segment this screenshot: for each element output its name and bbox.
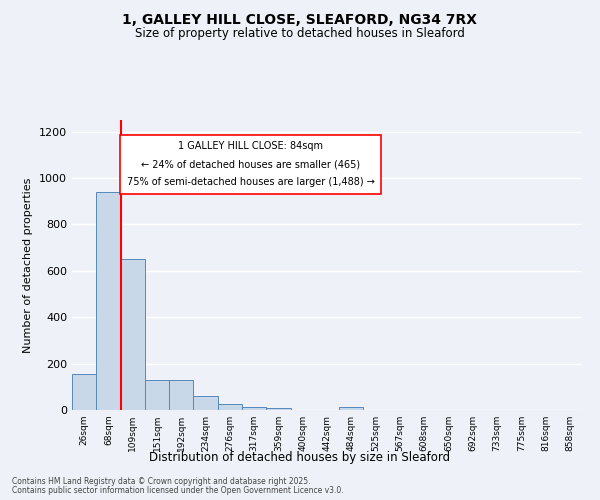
FancyBboxPatch shape bbox=[121, 134, 380, 194]
Bar bbox=[169, 380, 193, 410]
Bar bbox=[96, 192, 121, 410]
Bar bbox=[266, 408, 290, 410]
Bar bbox=[218, 404, 242, 410]
Text: Contains public sector information licensed under the Open Government Licence v3: Contains public sector information licen… bbox=[12, 486, 344, 495]
Bar bbox=[242, 406, 266, 410]
Bar bbox=[193, 396, 218, 410]
Text: Size of property relative to detached houses in Sleaford: Size of property relative to detached ho… bbox=[135, 28, 465, 40]
Bar bbox=[339, 406, 364, 410]
Text: 1, GALLEY HILL CLOSE, SLEAFORD, NG34 7RX: 1, GALLEY HILL CLOSE, SLEAFORD, NG34 7RX bbox=[122, 12, 478, 26]
Text: ← 24% of detached houses are smaller (465): ← 24% of detached houses are smaller (46… bbox=[141, 159, 360, 169]
Text: 1 GALLEY HILL CLOSE: 84sqm: 1 GALLEY HILL CLOSE: 84sqm bbox=[178, 141, 323, 151]
Text: 75% of semi-detached houses are larger (1,488) →: 75% of semi-detached houses are larger (… bbox=[127, 178, 374, 188]
Bar bbox=[121, 259, 145, 410]
Text: Contains HM Land Registry data © Crown copyright and database right 2025.: Contains HM Land Registry data © Crown c… bbox=[12, 477, 311, 486]
Text: Distribution of detached houses by size in Sleaford: Distribution of detached houses by size … bbox=[149, 451, 451, 464]
Y-axis label: Number of detached properties: Number of detached properties bbox=[23, 178, 34, 352]
Bar bbox=[145, 380, 169, 410]
Bar bbox=[72, 374, 96, 410]
